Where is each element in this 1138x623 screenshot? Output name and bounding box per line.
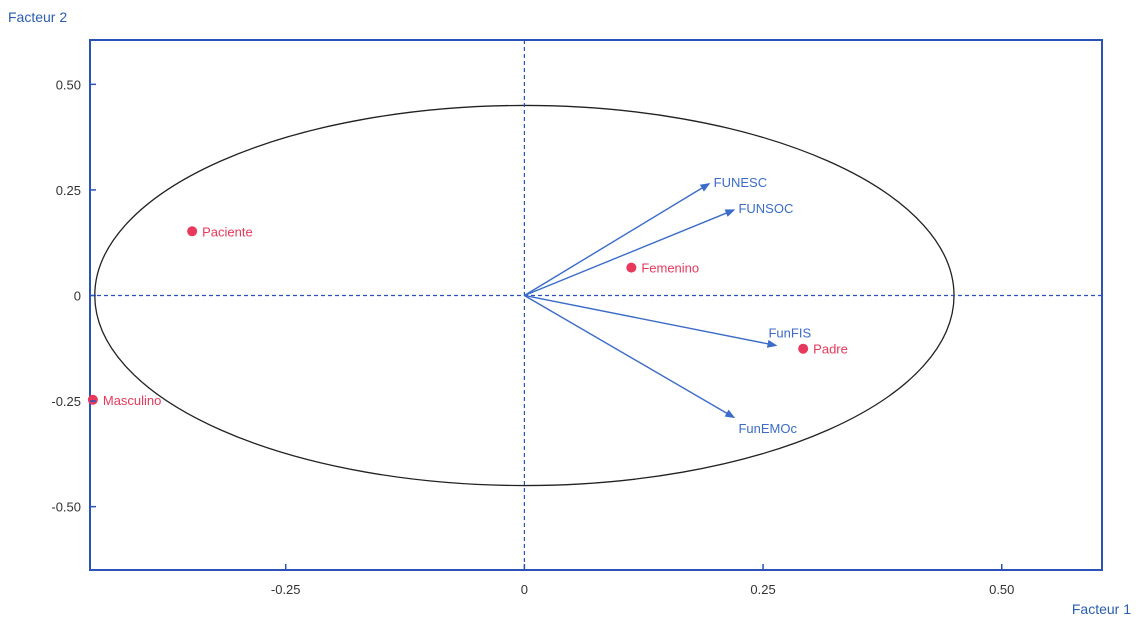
vector-label: FUNSOC: [738, 201, 793, 216]
vector-arrow: [524, 209, 736, 297]
vector-arrow: [524, 294, 778, 348]
data-point: [626, 262, 637, 273]
y-axis-title: Facteur 2: [8, 9, 67, 25]
y-tick-label: 0.50: [56, 77, 81, 92]
x-axis-title: Facteur 1: [1072, 601, 1131, 617]
vector-label: FunFIS: [768, 325, 811, 340]
data-point: [87, 394, 98, 405]
x-tick-label: 0.50: [989, 582, 1014, 597]
x-tick-label: 0.25: [750, 582, 775, 597]
point-label: Padre: [813, 342, 848, 357]
vector-label: FunEMOc: [738, 421, 797, 436]
x-tick-label: -0.25: [271, 582, 301, 597]
point-label: Femenino: [641, 261, 699, 276]
point-label: Paciente: [202, 224, 253, 239]
y-tick-label: -0.25: [51, 394, 81, 409]
x-tick-label: 0: [521, 582, 528, 597]
plot-frame: [89, 39, 1103, 571]
y-tick-label: 0.25: [56, 183, 81, 198]
vector-label: FUNESC: [714, 175, 767, 190]
vector-arrow: [524, 294, 736, 419]
point-label: Masculino: [103, 393, 162, 408]
y-tick-label: 0: [74, 288, 81, 303]
vector-arrow: [524, 182, 711, 297]
y-tick-label: -0.50: [51, 500, 81, 515]
data-point: [187, 226, 198, 237]
data-point: [798, 343, 809, 354]
